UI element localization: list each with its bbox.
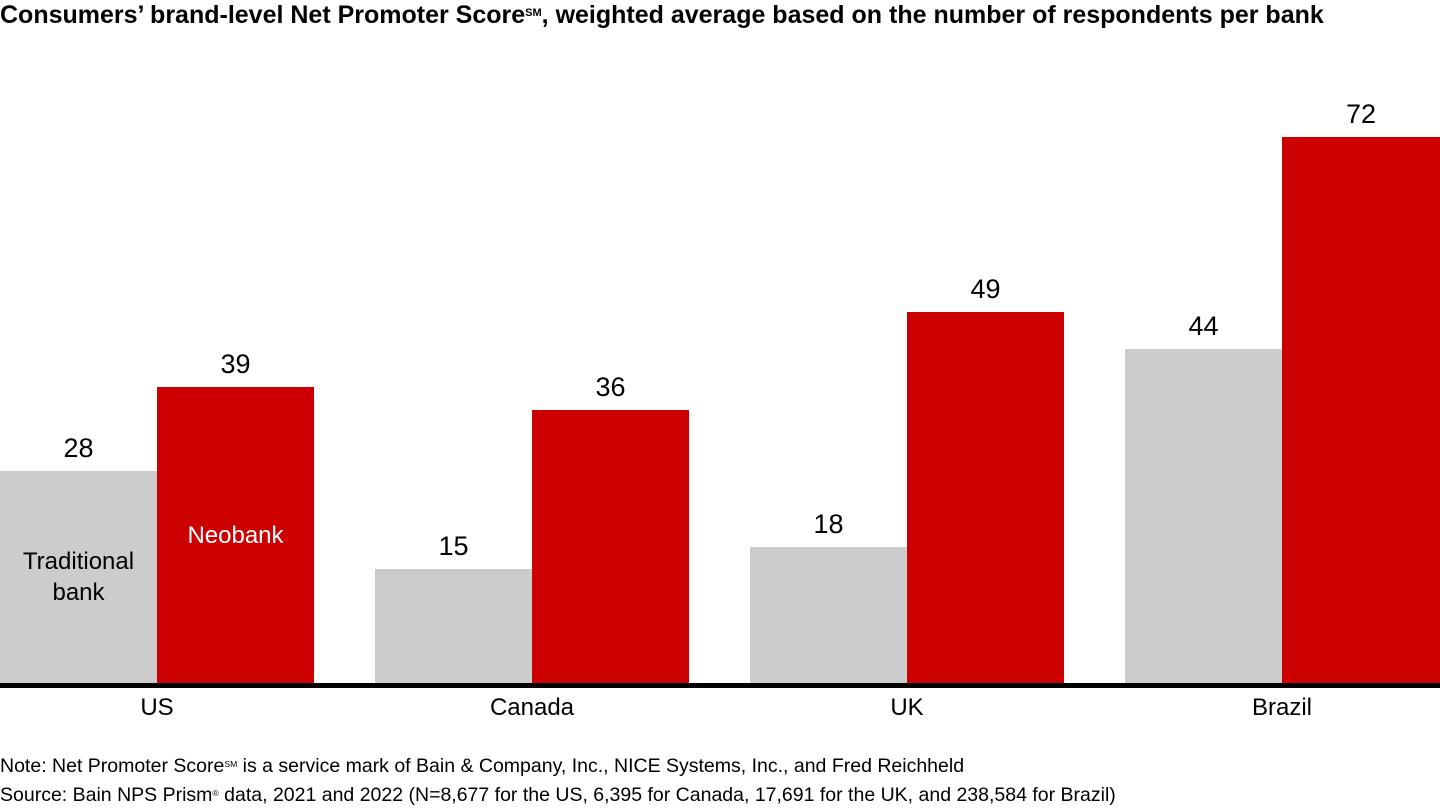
category-label-us: US bbox=[140, 694, 174, 721]
footnotes: Note: Net Promoter ScoreSM is a service … bbox=[0, 753, 1440, 810]
source-text-main: Source: Bain NPS Prism bbox=[0, 784, 213, 806]
chart-title-main: Consumers’ brand-level Net Promoter Scor… bbox=[0, 1, 526, 29]
bar-traditional-bank-us: Traditional bank bbox=[0, 471, 157, 683]
registered-mark-superscript: ® bbox=[212, 787, 219, 798]
source-text-rest: data, 2021 and 2022 (N=8,677 for the US,… bbox=[218, 784, 1116, 806]
series-label-neobank: Neobank bbox=[187, 521, 284, 549]
bar-neobank-uk bbox=[907, 312, 1064, 683]
source-line: Source: Bain NPS Prism® data, 2021 and 2… bbox=[0, 782, 1440, 810]
bar-traditional-bank-canada bbox=[375, 569, 532, 683]
bar-neobank-brazil bbox=[1282, 137, 1440, 683]
bar-traditional-bank-uk bbox=[750, 547, 907, 683]
bar-traditional-bank-brazil bbox=[1125, 349, 1282, 683]
value-label-traditional-bank-us: 28 bbox=[63, 433, 94, 463]
chart-title: Consumers’ brand-level Net Promoter Scor… bbox=[0, 1, 1440, 30]
category-label-canada: Canada bbox=[489, 694, 575, 721]
bar-neobank-us: Neobank bbox=[157, 387, 314, 683]
service-mark-superscript: SM bbox=[525, 7, 542, 20]
x-axis-line bbox=[0, 683, 1440, 688]
value-label-traditional-bank-uk: 18 bbox=[813, 509, 844, 539]
value-label-neobank-uk: 49 bbox=[970, 274, 1001, 304]
bar-chart: Traditional bank 28 Neobank 39 15 36 18 49 44 72 bbox=[0, 99, 1440, 688]
note-text-rest: is a service mark of Bain & Company, Inc… bbox=[237, 755, 965, 777]
value-label-traditional-bank-brazil: 44 bbox=[1188, 311, 1219, 341]
category-label-brazil: Brazil bbox=[1251, 694, 1312, 721]
value-label-traditional-bank-canada: 15 bbox=[438, 531, 469, 561]
bar-neobank-canada bbox=[532, 410, 689, 683]
series-label-traditional-bank: Traditional bank bbox=[22, 548, 135, 606]
value-label-neobank-canada: 36 bbox=[595, 372, 626, 402]
category-label-uk: UK bbox=[890, 694, 924, 721]
value-label-neobank-us: 39 bbox=[220, 349, 251, 379]
value-label-neobank-brazil: 72 bbox=[1345, 99, 1377, 129]
note-line: Note: Net Promoter ScoreSM is a service … bbox=[0, 753, 1440, 782]
service-mark-superscript: SM bbox=[224, 758, 238, 769]
note-text-main: Note: Net Promoter Score bbox=[0, 755, 225, 777]
chart-title-rest: , weighted average based on the number o… bbox=[541, 1, 1324, 29]
